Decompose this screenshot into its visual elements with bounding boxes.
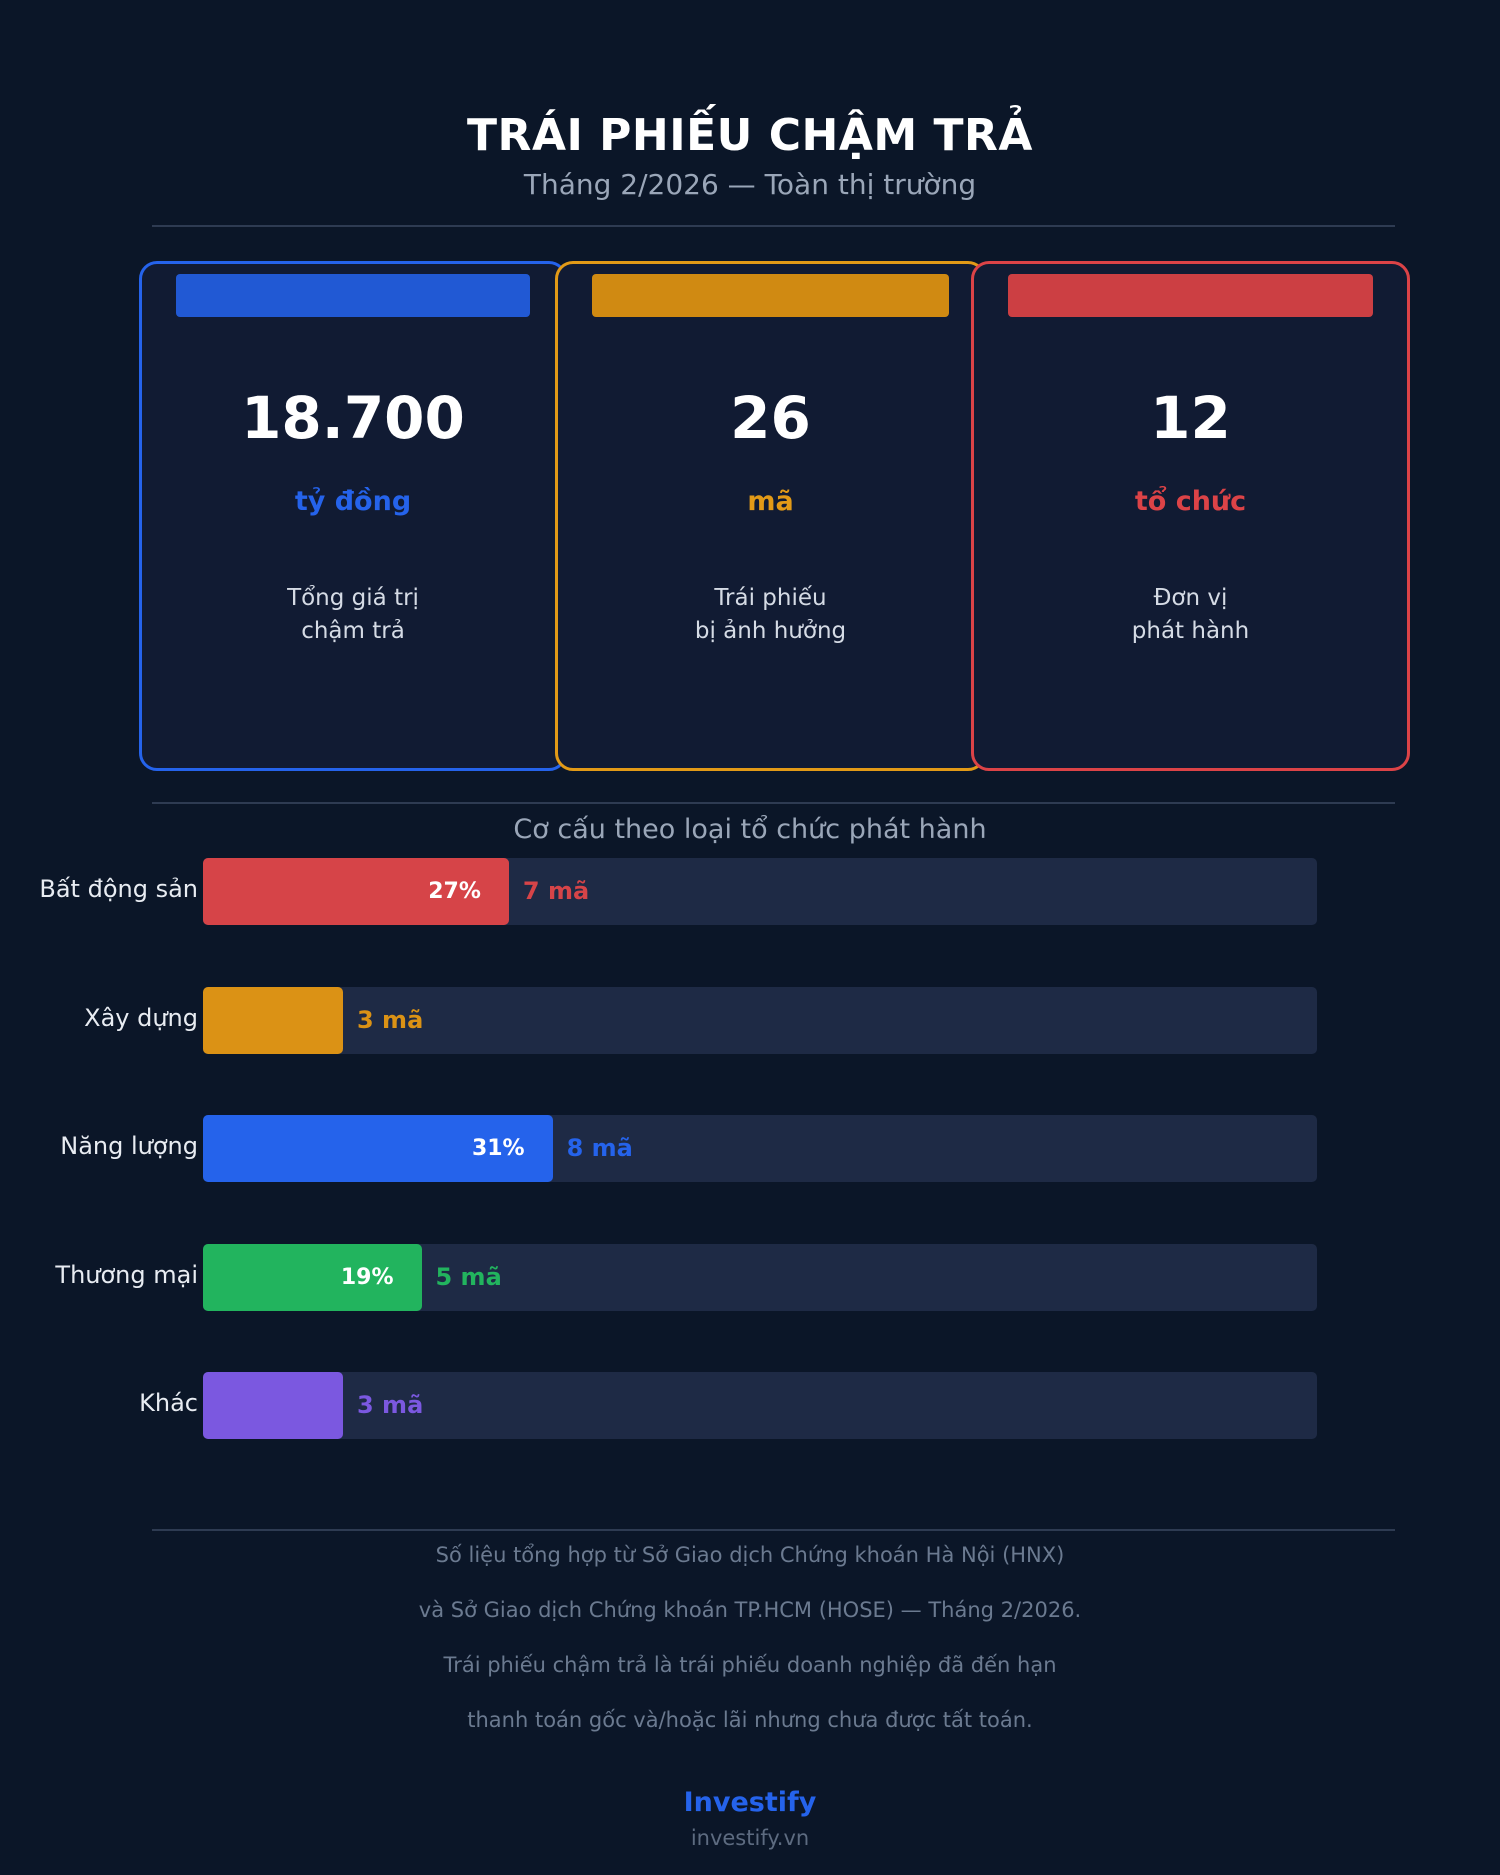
bar-percent-label: 19% (340, 1265, 394, 1290)
stat-description: Đơn vị phát hành (974, 582, 1407, 648)
bar-category-label: Thương mại (55, 1261, 198, 1289)
brand-logo: Investify (683, 1787, 817, 1818)
desc-line: chậm trả (301, 618, 405, 644)
desc-line: phát hành (1131, 618, 1250, 644)
bar-category-label: Bất động sản (39, 875, 198, 903)
bar-track: 27% 7 mã (203, 858, 1317, 925)
desc-line: Đơn vị (1153, 585, 1228, 611)
bar-track: 3 mã (203, 987, 1317, 1054)
stat-unit: mã (747, 486, 794, 517)
desc-line: bị ảnh hưởng (694, 618, 847, 644)
bar (203, 987, 343, 1054)
bar-track: 19% 5 mã (203, 1244, 1317, 1311)
bar (203, 1372, 343, 1439)
bar: 19% (203, 1244, 422, 1311)
page-subtitle: Tháng 2/2026 — Toàn thị trường (523, 168, 977, 201)
chart-title: Cơ cấu theo loại tổ chức phát hành (513, 814, 987, 845)
stat-value: 26 (730, 384, 811, 452)
stat-card-issuer-count: 12 tổ chức Đơn vị phát hành (971, 261, 1410, 771)
card-accent-bar (176, 274, 530, 317)
stat-card-total-value: 18.700 tỷ đồng Tổng giá trị chậm trả (139, 261, 567, 771)
stat-card-bond-count: 26 mã Trái phiếu bị ảnh hưởng (555, 261, 986, 771)
bar-category-label: Khác (139, 1389, 198, 1417)
bar-count-label: 8 mã (566, 1134, 633, 1162)
bar-percent-label: 27% (428, 879, 481, 904)
stat-description: Tổng giá trị chậm trả (142, 582, 564, 648)
divider (152, 802, 1395, 804)
desc-line: Tổng giá trị (287, 585, 419, 611)
stat-unit: tỷ đồng (294, 486, 412, 517)
bar-count-label: 3 mã (357, 1391, 424, 1419)
desc-line: Trái phiếu (714, 585, 827, 611)
brand-site: investify.vn (690, 1826, 810, 1850)
stat-value: 18.700 (241, 384, 465, 452)
bar-track: 3 mã (203, 1372, 1317, 1439)
bar: 27% (203, 858, 509, 925)
bar-count-label: 5 mã (435, 1263, 502, 1291)
bar-count-label: 3 mã (357, 1006, 424, 1034)
footer-note-line: Trái phiếu chậm trả là trái phiếu doanh … (443, 1653, 1057, 1677)
bar-count-label: 7 mã (522, 877, 590, 905)
bar-track: 31% 8 mã (203, 1115, 1317, 1182)
card-accent-bar (592, 274, 949, 317)
divider (152, 1529, 1395, 1531)
stat-unit: tổ chức (1134, 486, 1247, 517)
footer-note-line: Số liệu tổng hợp từ Sở Giao dịch Chứng k… (435, 1543, 1065, 1567)
bar: 31% (203, 1115, 553, 1182)
page-title: TRÁI PHIẾU CHẬM TRẢ (467, 110, 1033, 161)
footer-note-line: thanh toán gốc và/hoặc lãi nhưng chưa đư… (467, 1708, 1033, 1732)
divider (152, 225, 1395, 227)
stat-description: Trái phiếu bị ảnh hưởng (558, 582, 983, 648)
footer-note-line: và Sở Giao dịch Chứng khoán TP.HCM (HOSE… (418, 1598, 1082, 1622)
bar-category-label: Xây dựng (84, 1004, 198, 1032)
bar-percent-label: 31% (471, 1136, 525, 1161)
card-accent-bar (1008, 274, 1373, 317)
stat-value: 12 (1150, 384, 1231, 452)
bar-category-label: Năng lượng (60, 1132, 198, 1160)
